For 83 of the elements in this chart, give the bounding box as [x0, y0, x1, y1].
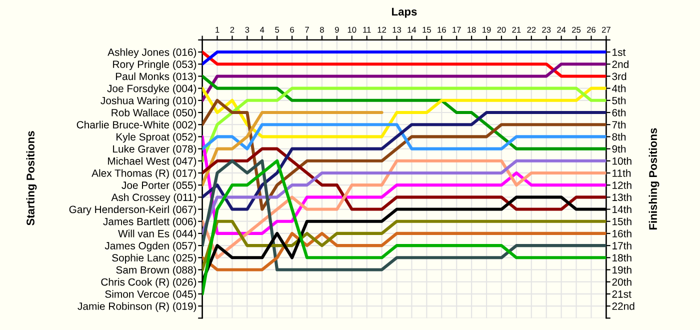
- category-label: Chris Cook (R) (026): [101, 278, 196, 288]
- y2-tick-label: 21st: [612, 290, 632, 298]
- x-tick-label: 17: [452, 26, 461, 33]
- category-label: Joe Forsdyke (004): [107, 84, 196, 94]
- category-label: Charlie Bruce-White (002): [76, 120, 196, 131]
- x-tick-label: 24: [557, 26, 566, 33]
- category-label: Luke Graver (078): [113, 145, 196, 155]
- category-label: Will van Es (044): [118, 230, 196, 240]
- x-tick-label: 5: [275, 26, 280, 33]
- y2-tick-label: 4th: [612, 84, 626, 92]
- category-label: Alex Thomas (R) (017): [92, 169, 196, 179]
- line-series: [202, 159, 606, 296]
- y2-tick-label: 16th: [612, 230, 632, 238]
- category-label: Jamie Robinson (R) (019): [78, 302, 196, 312]
- line-series: [202, 86, 606, 162]
- x-axis-title: Laps: [392, 8, 417, 18]
- category-label: Simon Vercoe (045): [105, 290, 196, 300]
- line-series: [202, 220, 606, 272]
- y2-tick-label: 5th: [612, 96, 626, 104]
- x-tick-label: 22: [527, 26, 536, 33]
- x-tick-label: 19: [482, 26, 491, 33]
- y2-tick-label: 13th: [612, 193, 632, 202]
- x-tick-label: 1: [216, 26, 220, 33]
- x-tick-label: 2: [230, 26, 234, 33]
- category-label: Sam Brown (088): [116, 266, 196, 276]
- y2-tick-label: 20th: [612, 278, 632, 286]
- category-label: Michael West (047): [108, 157, 196, 167]
- y2-tick-label: 19th: [612, 266, 632, 274]
- y2-tick-label: 3rd: [612, 72, 626, 80]
- y2-tick-label: 9th: [612, 145, 626, 153]
- x-tick-label: 9: [335, 26, 339, 33]
- line-series: [202, 147, 606, 211]
- category-label: Kyle Sproat (052): [116, 132, 196, 143]
- y2-tick-label: 17th: [612, 242, 632, 250]
- x-tick-label: 7: [305, 26, 309, 33]
- category-label: James Ogden (057): [104, 242, 196, 252]
- category-label: Ash Crossey (011): [111, 193, 196, 204]
- line-series: [202, 86, 606, 138]
- category-label: Joe Porter (055): [122, 181, 196, 192]
- x-tick-label: 26: [587, 26, 596, 33]
- x-tick-label: 15: [422, 26, 431, 33]
- category-label: Joshua Waring (010): [100, 96, 196, 106]
- x-tick-label: 25: [572, 26, 581, 33]
- category-label: Ashley Jones (016): [108, 48, 196, 58]
- line-series: [202, 110, 384, 187]
- category-label: Rory Pringle (053): [113, 60, 196, 70]
- x-tick-label: 6: [290, 26, 294, 33]
- x-tick-label: 21: [512, 26, 521, 33]
- y2-tick-label: 22nd: [612, 302, 634, 310]
- line-series: [202, 159, 606, 235]
- x-tick-label: 8: [320, 26, 324, 33]
- y2-tick-label: 11th: [612, 169, 631, 177]
- x-tick-label: 23: [542, 26, 551, 33]
- x-tick-label: 10: [348, 26, 356, 33]
- y2-tick-label: 14th: [612, 205, 632, 214]
- y2-tick-label: 18th: [612, 254, 632, 262]
- line-series: [202, 74, 606, 150]
- y2-tick-label: 2nd: [612, 60, 628, 68]
- category-label: Rob Wallace (050): [112, 108, 196, 118]
- y2-axis-title: Finishing Positions: [648, 128, 660, 230]
- line-series: [202, 232, 606, 272]
- y2-tick-label: 1st: [612, 48, 626, 56]
- category-label: Paul Monks (013): [116, 72, 196, 82]
- x-tick-label: 18: [468, 26, 476, 33]
- x-tick-label: 3: [245, 26, 250, 33]
- y2-tick-label: 15th: [612, 218, 632, 226]
- x-tick-label: 11: [363, 26, 371, 33]
- x-tick-label: 4: [260, 26, 264, 33]
- category-label: Gary Henderson-Keirl (067): [69, 205, 196, 216]
- x-tick-label: 16: [438, 26, 446, 33]
- x-tick-label: 20: [497, 26, 506, 33]
- category-label: Sophie Lanc (025): [112, 254, 196, 264]
- x-tick-label: 27: [602, 26, 610, 33]
- text: Starting Positions: [26, 131, 37, 226]
- y2-tick-label: 8th: [612, 132, 626, 141]
- x-tick-label: 12: [378, 26, 386, 33]
- y2-tick-label: 10th: [612, 157, 632, 165]
- y2-tick-label: 7th: [612, 120, 626, 128]
- x-tick-label: 14: [408, 26, 416, 33]
- category-label: James Bartlett (006): [103, 218, 196, 228]
- y2-tick-label: 12th: [612, 181, 632, 189]
- x-tick-label: 13: [392, 26, 402, 33]
- y2-tick-label: 6th: [612, 108, 626, 116]
